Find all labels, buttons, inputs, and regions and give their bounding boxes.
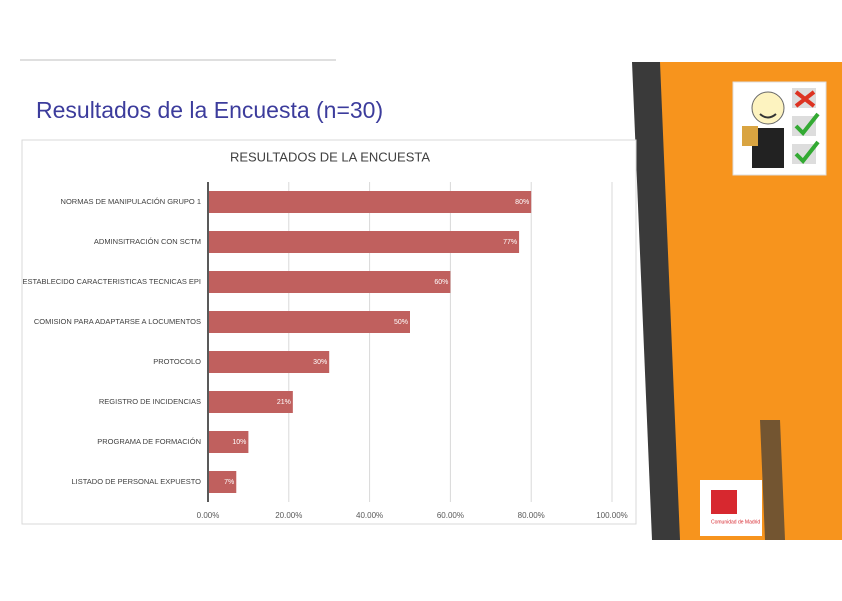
value-label: 30% — [313, 359, 327, 366]
y-tick-label: LISTADO DE PERSONAL EXPUESTO — [72, 477, 202, 486]
icon-tick — [794, 112, 820, 137]
y-tick-label: ADMINSITRACIÓN CON SCTM — [94, 237, 201, 246]
y-tick-label: PROGRAMA DE FORMACIÓN — [97, 437, 201, 446]
logo-text: Comunidad de Madrid — [711, 519, 760, 525]
icon-tick — [794, 140, 820, 165]
x-tick-label: 40.00% — [356, 511, 383, 520]
value-label: 50% — [394, 319, 408, 326]
icon-clipboard — [742, 126, 758, 146]
y-tick-label: PROTOCOLO — [153, 357, 201, 366]
bar — [208, 391, 293, 413]
bar — [208, 471, 237, 493]
icon-face — [751, 91, 785, 125]
x-tick-label: 100.00% — [596, 511, 628, 520]
bar — [208, 431, 249, 453]
bar — [208, 311, 410, 333]
slide-title: Resultados de la Encuesta (n=30) — [36, 97, 383, 123]
bar — [208, 231, 520, 253]
logo-mark — [711, 490, 737, 514]
y-tick-label: COMISION PARA ADAPTARSE A LOCUMENTOS — [34, 317, 201, 326]
x-tick-label: 20.00% — [275, 511, 302, 520]
bar — [208, 191, 532, 213]
value-label: 21% — [277, 399, 291, 406]
x-tick-label: 80.00% — [518, 511, 545, 520]
value-label: 80% — [515, 199, 529, 206]
hatch-band — [632, 62, 680, 540]
plot: 0.00% 20.00% 40.00% 60.00% 80.00% 100.00% NORM… — [22, 182, 628, 520]
bar — [208, 351, 330, 373]
icon-cross — [794, 90, 816, 108]
value-label: 10% — [232, 439, 246, 446]
hatch-band — [760, 420, 785, 540]
x-tick-label: 0.00% — [197, 511, 220, 520]
value-label: 60% — [434, 279, 448, 286]
y-tick-label: REGISTRO DE INCIDENCIAS — [99, 397, 201, 406]
icon-smile — [759, 113, 777, 119]
value-label: 77% — [503, 239, 517, 246]
x-tick-label: 60.00% — [437, 511, 464, 520]
chart-title: RESULTADOS DE LA ENCUESTA — [230, 149, 430, 164]
bar — [208, 271, 451, 293]
y-tick-label: ESTABLECIDO CARACTERISTICAS TECNICAS EPI — [22, 277, 201, 286]
y-tick-label: NORMAS DE MANIPULACIÓN GRUPO 1 — [61, 197, 201, 206]
value-label: 7% — [224, 479, 234, 486]
